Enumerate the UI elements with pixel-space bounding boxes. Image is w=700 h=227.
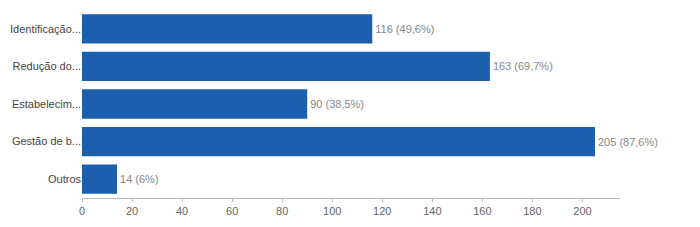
svg-text:160: 160: [473, 205, 491, 217]
svg-text:60: 60: [226, 205, 238, 217]
svg-text:14 (6%): 14 (6%): [120, 173, 159, 185]
svg-text:Gestão de b...: Gestão de b...: [12, 135, 81, 147]
svg-text:90 (38,5%): 90 (38,5%): [310, 98, 364, 110]
svg-text:Redução do...: Redução do...: [13, 60, 82, 72]
svg-text:40: 40: [176, 205, 188, 217]
svg-text:120: 120: [373, 205, 391, 217]
svg-text:163 (69,7%): 163 (69,7%): [493, 60, 553, 72]
svg-text:140: 140: [423, 205, 441, 217]
svg-text:20: 20: [126, 205, 138, 217]
svg-text:80: 80: [276, 205, 288, 217]
svg-text:116 (49,6%): 116 (49,6%): [375, 23, 434, 35]
svg-text:100: 100: [323, 205, 341, 217]
svg-text:180: 180: [523, 205, 541, 217]
svg-text:205 (87,6%): 205 (87,6%): [598, 136, 658, 148]
svg-text:200: 200: [573, 205, 591, 217]
svg-text:Outros: Outros: [48, 173, 82, 185]
svg-text:0: 0: [79, 205, 85, 217]
svg-text:Identificação...: Identificação...: [10, 23, 81, 35]
svg-text:Estabelecim...: Estabelecim...: [12, 98, 81, 110]
